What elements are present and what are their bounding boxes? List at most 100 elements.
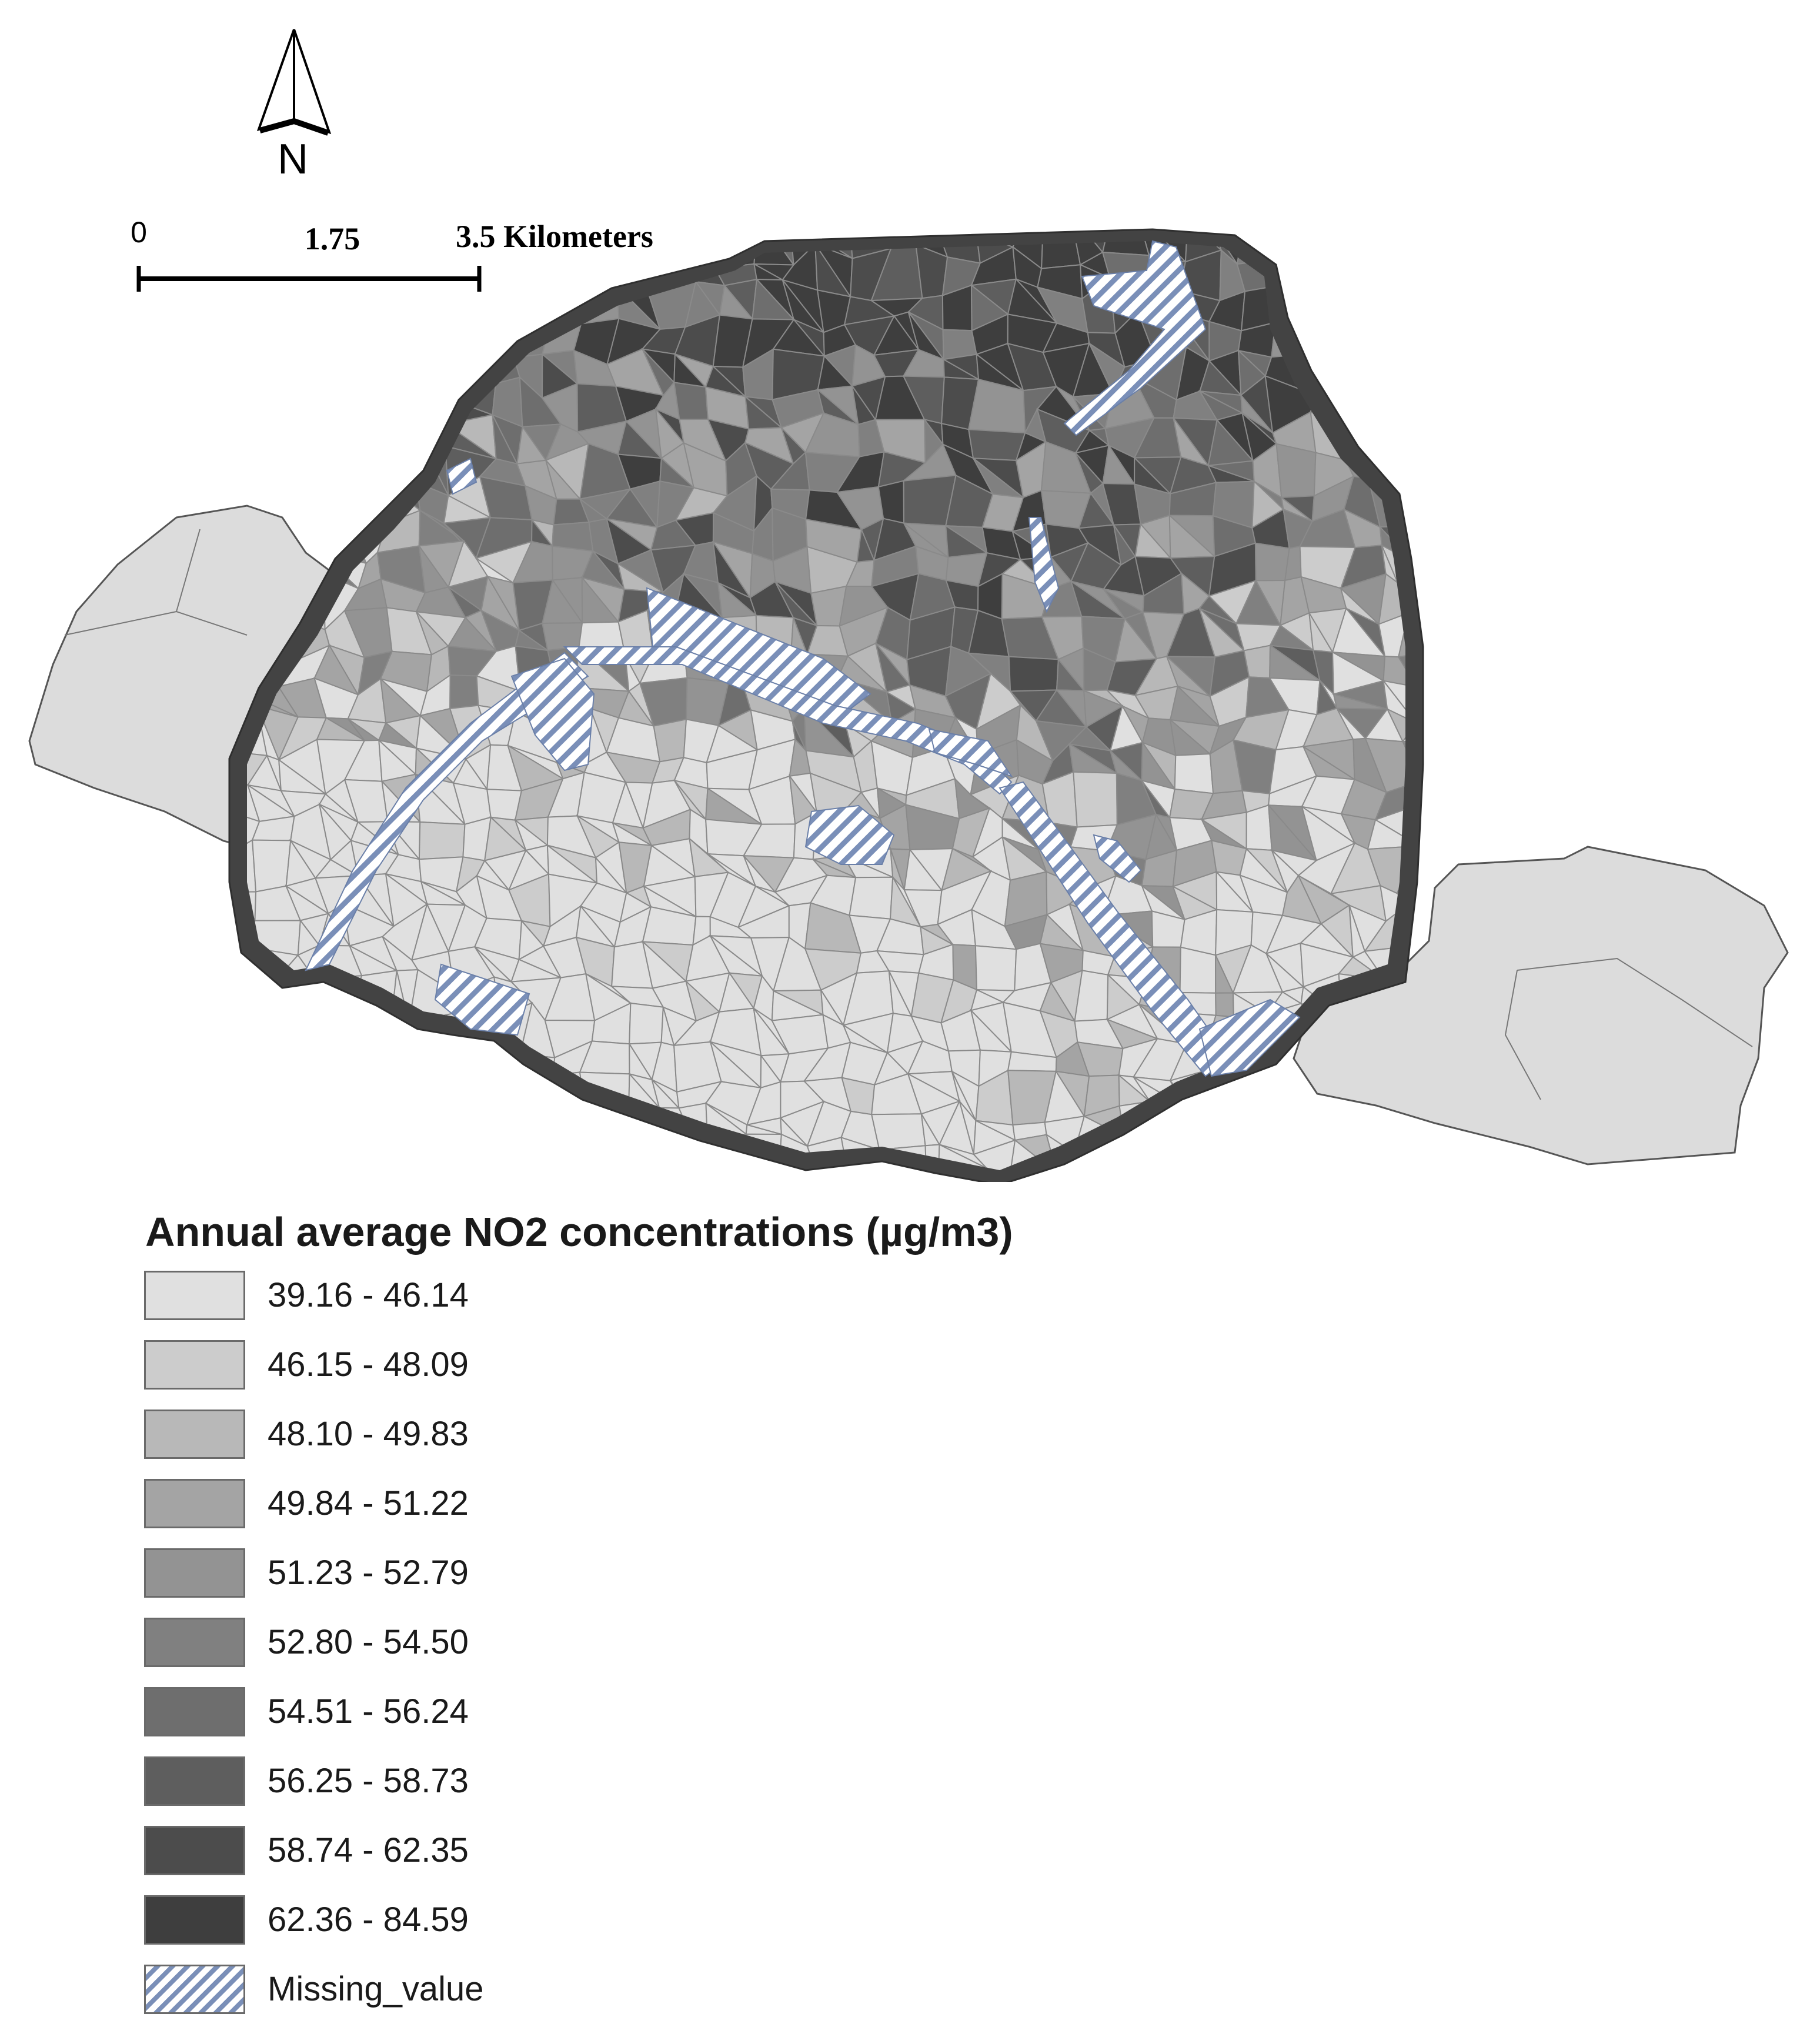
legend-swatch: [144, 1548, 245, 1598]
concentration-cell: [1398, 241, 1405, 268]
concentration-cell: [1174, 753, 1214, 794]
concentration-cell: [483, 1110, 530, 1157]
missing-area-luxembourg: [804, 804, 895, 865]
concentration-cell: [1299, 241, 1355, 253]
concentration-cell: [317, 1167, 365, 1170]
concentration-cell: [1442, 302, 1474, 327]
concentration-cell: [1368, 278, 1405, 327]
concentration-cell: [247, 375, 258, 421]
concentration-cell: [1179, 946, 1217, 994]
concentration-cell: [621, 1133, 652, 1170]
concentration-cell: [325, 320, 359, 353]
north-arrow-right-half: [293, 29, 332, 135]
concentration-cell: [974, 945, 1017, 991]
legend-item-label: 58.74 - 62.35: [268, 1831, 469, 1869]
concentration-cell: [247, 444, 261, 489]
concentration-cell: [1243, 644, 1271, 679]
concentration-cell: [423, 324, 462, 355]
concentration-cell: [318, 1023, 363, 1058]
concentration-cell: [1334, 332, 1380, 365]
concentration-cell: [620, 1122, 652, 1158]
concentration-cell: [276, 1107, 332, 1153]
concentration-cell: [848, 1175, 893, 1183]
concentration-cell: [247, 312, 302, 353]
concentration-cell: [1308, 295, 1347, 335]
park-east-inner-line: [1517, 957, 1753, 1047]
concentration-cell: [1308, 251, 1348, 298]
concentration-cell: [392, 1055, 423, 1089]
concentration-cell: [442, 1148, 498, 1170]
concentration-cell: [1345, 245, 1383, 289]
concentration-cell: [476, 1058, 512, 1091]
north-arrow-left-half: [256, 29, 295, 131]
concentration-cell: [1331, 1134, 1386, 1170]
concentration-cell: [973, 1139, 1016, 1170]
concentration-cell: [581, 1118, 630, 1135]
concentration-cell: [447, 285, 493, 326]
concentration-cell: [262, 289, 300, 319]
concentration-cell: [870, 1113, 926, 1151]
concentration-cell: [323, 285, 360, 323]
concentration-cell: [256, 1177, 282, 1182]
concentration-cell: [1073, 771, 1118, 828]
legend-swatch: [144, 1895, 245, 1945]
concentration-cell: [1380, 884, 1405, 923]
concentration-cell: [1442, 294, 1478, 316]
concentration-cell: [1379, 418, 1405, 449]
concentration-cell: [377, 342, 426, 398]
concentration-cell: [1106, 1135, 1156, 1170]
concentration-cell: [1437, 726, 1465, 741]
concentration-cell: [653, 719, 687, 763]
concentration-cell: [247, 312, 256, 368]
concentration-cell: [1069, 241, 1113, 254]
concentration-cell: [1403, 487, 1405, 530]
concentration-cell: [1307, 332, 1337, 365]
concentration-cell: [247, 1003, 254, 1049]
concentration-cell: [1399, 247, 1405, 304]
north-label: N: [278, 136, 308, 183]
concentration-cell: [1445, 1138, 1476, 1182]
concentration-cell: [355, 413, 394, 465]
concentration-cell: [1401, 442, 1405, 494]
concentration-cell: [1377, 345, 1405, 380]
map-canvas: N 0 1.75 3.5 Kilometers: [28, 29, 1789, 1183]
concentration-cell: [1366, 1134, 1405, 1170]
concentration-cell: [1432, 562, 1466, 586]
concentration-cell: [1240, 1103, 1281, 1144]
concentration-cell: [1201, 1123, 1258, 1157]
concentration-cell: [449, 674, 479, 710]
concentration-cell: [357, 318, 401, 356]
concentration-cell: [1009, 1181, 1055, 1182]
concentration-cell: [1280, 1138, 1310, 1170]
concentration-cell: [376, 1148, 426, 1170]
concentration-cell: [247, 299, 291, 319]
concentration-cell: [1431, 353, 1483, 395]
north-arrow-icon: N: [256, 29, 332, 183]
concentration-cell: [1344, 286, 1384, 335]
concentration-cell: [1203, 1143, 1257, 1170]
concentration-cell: [1367, 1134, 1405, 1170]
concentration-cell: [254, 366, 288, 390]
concentration-cell: [1055, 1173, 1087, 1182]
concentration-cell: [376, 413, 432, 465]
concentration-cell: [379, 286, 426, 334]
concentration-cell: [475, 1053, 521, 1092]
concentration-cell: [1368, 280, 1405, 326]
concentration-cell: [1008, 656, 1059, 692]
concentration-cell: [235, 1177, 265, 1182]
concentration-cell: [1068, 1173, 1107, 1182]
concentration-cell: [252, 375, 297, 434]
concentration-cell: [1431, 377, 1483, 424]
concentration-cell: [297, 289, 327, 323]
concentration-cell: [512, 1140, 548, 1170]
concentration-cell: [247, 299, 266, 319]
concentration-cell: [1272, 1180, 1315, 1182]
concentration-cell: [247, 249, 265, 302]
concentration-cell: [1448, 453, 1487, 489]
concentration-cell: [249, 1011, 298, 1041]
concentration-cell: [248, 245, 300, 301]
concentration-cell: [1123, 1135, 1155, 1170]
concentration-cell: [510, 1074, 555, 1115]
concentration-cell: [330, 490, 353, 533]
concentration-cell: [421, 278, 462, 334]
